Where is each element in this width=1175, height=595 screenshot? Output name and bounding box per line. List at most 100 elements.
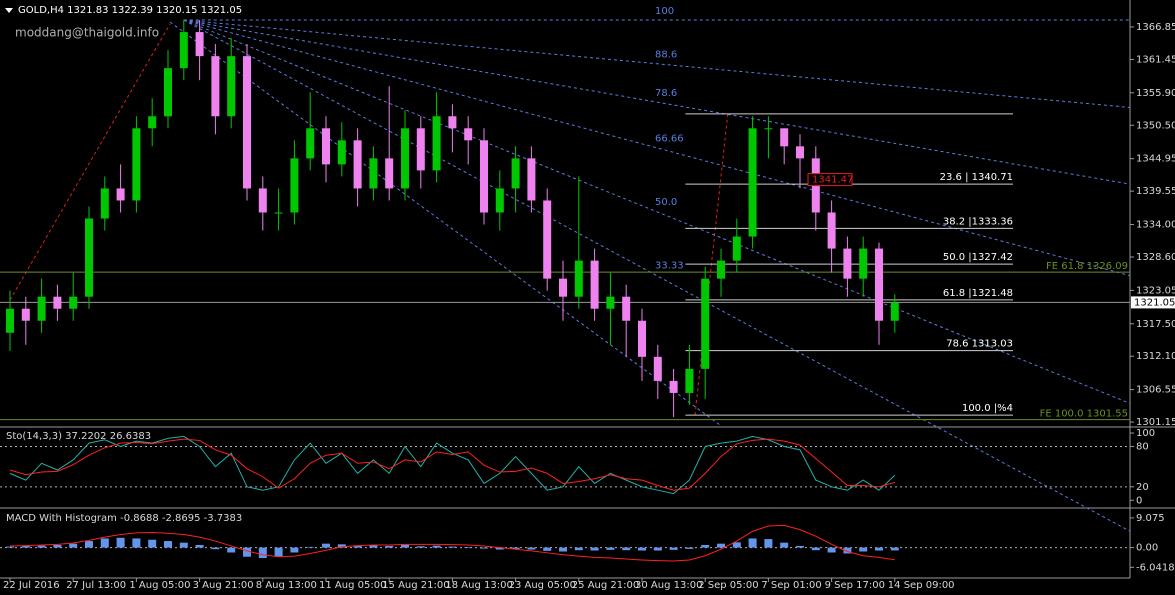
x-tick-label: 9 Sep 17:00 (825, 580, 885, 591)
candle-body (37, 296, 46, 321)
candle-body (53, 296, 62, 309)
histogram-bar (211, 547, 220, 550)
fib-label: 50.0 |1327.42 (943, 252, 1013, 263)
candle-body (685, 368, 694, 393)
histogram-bar (811, 547, 820, 551)
candle-body (827, 212, 836, 249)
histogram-bar (495, 547, 504, 550)
candle-body (574, 260, 583, 297)
macd-title: MACD With Histogram -0.8688 -2.8695 -3.7… (6, 513, 242, 524)
histogram-bar (116, 537, 125, 548)
histogram-bar (685, 547, 694, 549)
indicator-line (9, 435, 896, 495)
histogram-bar (827, 547, 836, 553)
candle-body (85, 218, 93, 297)
candle-body (322, 128, 330, 165)
histogram-bar (148, 539, 157, 548)
fib-label: 23.6 | 1340.71 (940, 172, 1013, 183)
candle-body (717, 260, 725, 279)
stochastic-title: Sto(14,3,3) 37.2202 26.6383 (6, 431, 151, 442)
y-tick-label: -6.0418 (1136, 562, 1175, 573)
y-tick-label: 1328.60 (1136, 252, 1175, 263)
candle-body (353, 140, 362, 189)
y-tick-label: 1344.95 (1136, 154, 1175, 165)
histogram-bar (21, 545, 30, 548)
price-label-box (807, 173, 853, 187)
candle-body (401, 128, 409, 189)
histogram-bar (290, 547, 299, 553)
histogram-bar (337, 544, 346, 548)
fan-line (183, 19, 1131, 108)
candle-body (748, 128, 757, 237)
fan-line (183, 19, 1131, 532)
fib-label: 38.2 |1333.36 (943, 216, 1013, 227)
histogram-bar (274, 547, 283, 557)
x-tick-label: 2 Sep 05:00 (698, 580, 758, 591)
candle-body (859, 248, 868, 279)
candle-body (69, 296, 78, 309)
fan-line (183, 19, 1131, 404)
fe-label: FE 100.0 1301.55 (1040, 409, 1128, 420)
histogram-bar (748, 538, 757, 548)
x-tick-label: 1 Aug 05:00 (129, 580, 190, 591)
candle-body (543, 200, 552, 279)
candle-body (843, 248, 852, 279)
histogram-bar (227, 547, 236, 553)
x-tick-label: 18 Aug 13:00 (445, 580, 512, 591)
candle-body (590, 260, 599, 309)
histogram-bar (732, 542, 741, 548)
candle-body (369, 158, 378, 189)
fib-label: 78.6 1313.03 (946, 339, 1013, 350)
last-price-label: 1321.05 (1134, 297, 1175, 308)
histogram-bar (859, 547, 868, 552)
histogram-bar (669, 547, 678, 550)
y-tick-label: 100 (1136, 428, 1155, 439)
indicator-line (9, 524, 895, 562)
candle-body (732, 236, 741, 261)
histogram-bar (527, 547, 536, 550)
y-tick-label: 1301.15 (1136, 417, 1175, 428)
histogram-bar (796, 545, 804, 548)
histogram-bar (574, 547, 583, 551)
histogram-bar (385, 545, 394, 548)
x-tick-label: 14 Sep 09:00 (888, 580, 955, 591)
fan-label: 33.33 (655, 261, 684, 272)
x-tick-label: 30 Aug 13:00 (635, 580, 702, 591)
y-tick-label: 1350.50 (1136, 120, 1175, 131)
y-tick-label: 1306.55 (1136, 385, 1175, 396)
histogram-bar (179, 542, 188, 548)
x-tick-label: 3 Aug 21:00 (193, 580, 254, 591)
candle-body (875, 248, 883, 321)
x-tick-label: 22 Jul 2016 (3, 580, 60, 591)
histogram-bar (843, 547, 852, 554)
candle-body (796, 146, 804, 159)
y-tick-label: 80 (1136, 441, 1149, 452)
fan-label: 66.66 (655, 133, 684, 144)
watermark: moddang@thaigold.info (15, 26, 159, 40)
y-tick-label: 1323.05 (1136, 285, 1175, 296)
y-tick-label: 1361.45 (1136, 54, 1175, 65)
histogram-bar (717, 543, 725, 548)
candle-body (701, 278, 710, 369)
histogram-bar (448, 546, 457, 548)
x-tick-label: 25 Aug 21:00 (572, 580, 639, 591)
histogram-bar (100, 538, 109, 548)
histogram-bar (243, 547, 251, 557)
candle-body (432, 116, 441, 171)
x-tick-label: 8 Aug 13:00 (256, 580, 317, 591)
candle-body (764, 128, 773, 130)
candle-body (211, 56, 220, 117)
fib-label: 61.8 |1321.48 (943, 288, 1013, 299)
histogram-bar (53, 544, 62, 548)
histogram-bar (416, 546, 425, 548)
candle-body (464, 128, 473, 141)
fan-label: 78.6 (655, 88, 677, 99)
fib-anchor-line (694, 111, 729, 416)
histogram-bar (306, 546, 315, 548)
histogram-bar (6, 546, 14, 548)
y-tick-label: 1355.90 (1136, 88, 1175, 99)
candle-body (306, 128, 315, 159)
candle-body (890, 302, 899, 321)
